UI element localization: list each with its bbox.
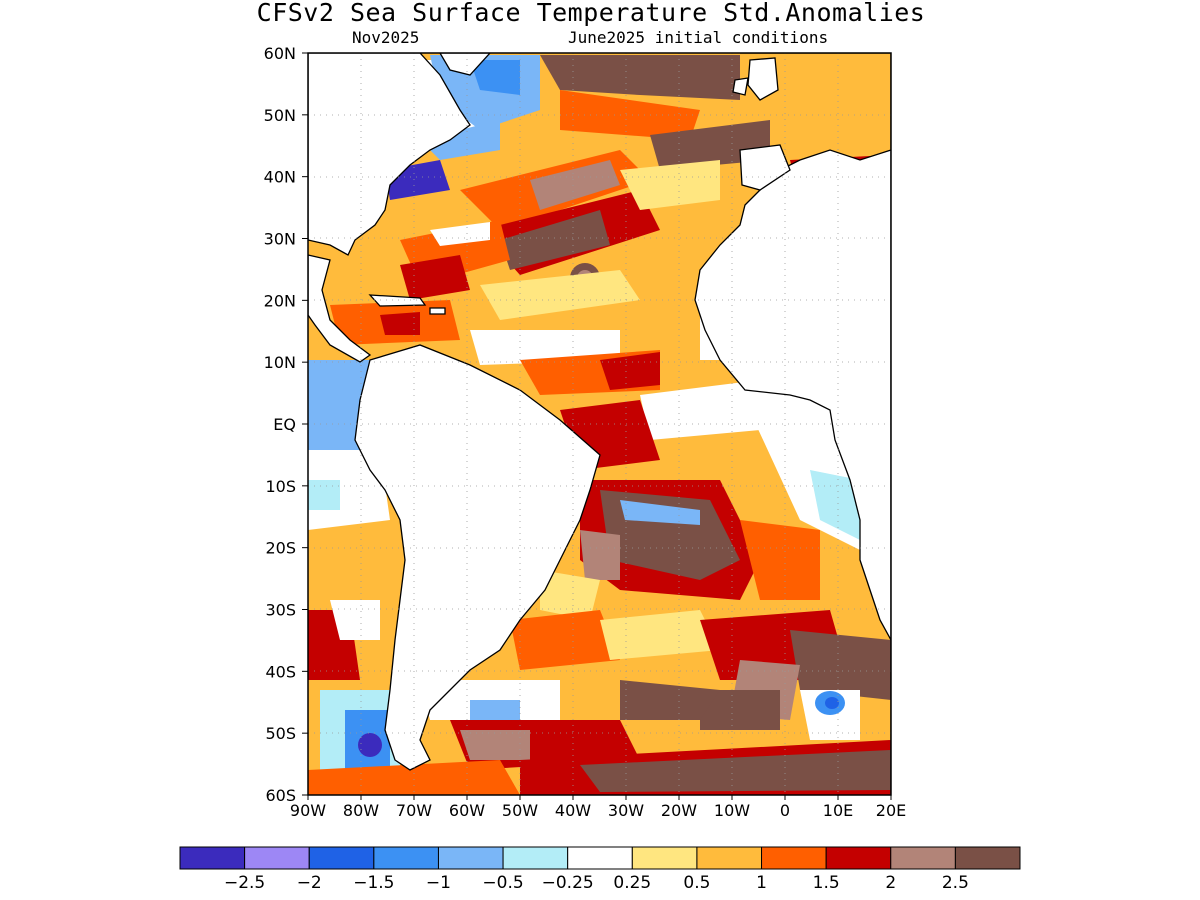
colorbar-label: 2.5: [942, 873, 969, 893]
lon-tick-label: 70W: [396, 801, 432, 820]
colorbar-label: 0.25: [613, 873, 651, 893]
colorbar-swatch: [696, 846, 763, 870]
colorbar-swatch: [631, 846, 698, 870]
lat-tick-label: 10N: [264, 353, 296, 372]
colorbar-label: −2.5: [224, 873, 265, 893]
colorbar-swatch: [179, 846, 246, 870]
colorbar-swatch: [954, 846, 1021, 870]
lon-tick-label: 10W: [714, 801, 750, 820]
lon-tick-label: 90W: [290, 801, 326, 820]
colorbar-label: −0.25: [542, 873, 594, 893]
land-masses: [308, 53, 891, 795]
colorbar-label: −1: [426, 873, 451, 893]
valid-month-label: Nov2025: [352, 28, 420, 47]
colorbar-swatch: [567, 846, 633, 870]
colorbar-label: 1.5: [813, 873, 840, 893]
colorbar-swatch: [825, 846, 892, 870]
colorbar-label: 0.5: [683, 873, 710, 893]
lat-tick-label: 40S: [265, 662, 296, 681]
colorbar-label: 1: [756, 873, 767, 893]
lon-tick-label: 20E: [876, 801, 906, 820]
chart-title: CFSv2 Sea Surface Temperature Std.Anomal…: [256, 0, 926, 27]
lat-tick-label: 30S: [265, 601, 296, 620]
lon-tick-label: 30W: [608, 801, 644, 820]
lon-tick-label: 80W: [343, 801, 379, 820]
lat-tick-label: 30N: [264, 230, 296, 249]
lon-tick-label: 50W: [502, 801, 538, 820]
colorbar-label: −0.5: [482, 873, 523, 893]
lon-tick-label: 60W: [449, 801, 485, 820]
lat-tick-label: 50S: [265, 724, 296, 743]
longitude-ticks: 90W 80W 70W 60W 50W 40W 30W 20W 10W 0 10E 20E: [290, 795, 906, 820]
lon-tick-label: 40W: [555, 801, 591, 820]
lon-tick-label: 10E: [823, 801, 853, 820]
initial-conditions-label: June2025 initial conditions: [568, 28, 829, 47]
lon-tick-label: 0: [780, 801, 790, 820]
lat-tick-label: 50N: [264, 106, 296, 125]
lon-tick-label: 20W: [661, 801, 697, 820]
lat-tick-label: EQ: [273, 415, 296, 434]
lat-tick-label: 60S: [265, 786, 296, 805]
lat-tick-label: 20N: [264, 291, 296, 310]
colorbar-swatch: [890, 846, 956, 870]
colorbar-swatch: [502, 846, 569, 870]
lat-tick-label: 60N: [264, 44, 296, 63]
colorbar-label: −2: [297, 873, 322, 893]
colorbar-swatch: [437, 846, 504, 870]
latitude-ticks: 60N 50N 40N 30N 20N 10N EQ 10S 20S 30S 40S 50S 60S: [264, 44, 308, 805]
lat-tick-label: 10S: [265, 477, 296, 496]
graticule: [308, 53, 891, 795]
colorbar-swatch: [373, 846, 439, 870]
lat-tick-label: 40N: [264, 168, 296, 187]
colorbar-swatch: [308, 846, 375, 870]
colorbar-label: 2: [885, 873, 896, 893]
lat-tick-label: 20S: [265, 539, 296, 558]
colorbar-label: −1.5: [353, 873, 394, 893]
colorbar-swatch: [761, 846, 827, 870]
colorbar: −2.5 −2 −1.5 −1 −0.5 −0.25 0.25 0.5 1 1.5 2 2.5: [179, 846, 1021, 893]
colorbar-swatch: [244, 846, 310, 870]
